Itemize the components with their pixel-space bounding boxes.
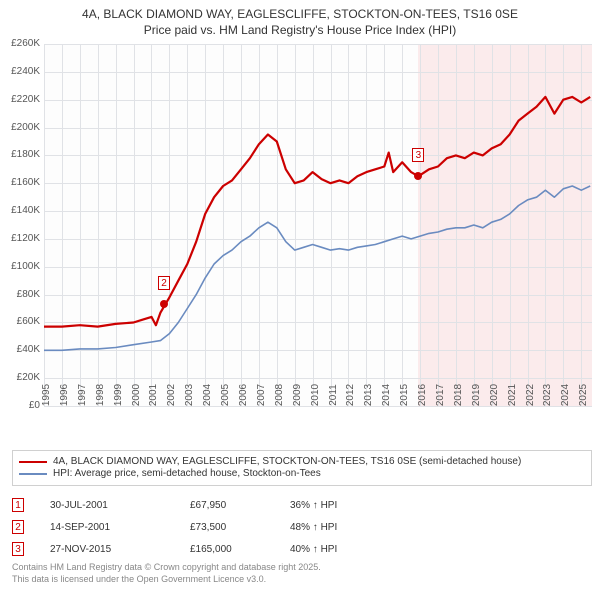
chart-legend: 4A, BLACK DIAMOND WAY, EAGLESCLIFFE, STO… <box>12 450 592 486</box>
cell-diff: 48% ↑ HPI <box>290 522 337 533</box>
table-row: 2 14-SEP-2001£73,50048% ↑ HPI <box>12 516 337 538</box>
legend-label: 4A, BLACK DIAMOND WAY, EAGLESCLIFFE, STO… <box>53 456 521 467</box>
table-row: 1 30-JUL-2001£67,95036% ↑ HPI <box>12 494 337 516</box>
title-line1: 4A, BLACK DIAMOND WAY, EAGLESCLIFFE, STO… <box>0 6 600 22</box>
y-tick-label: £260K <box>0 38 40 49</box>
cell-diff: 40% ↑ HPI <box>290 544 337 555</box>
sale-marker-box: 2 <box>158 276 170 290</box>
y-tick-label: £0 <box>0 400 40 411</box>
sale-marker-box: 2 <box>12 520 24 534</box>
cell-price: £67,950 <box>190 500 290 511</box>
y-tick-label: £220K <box>0 94 40 105</box>
y-tick-label: £160K <box>0 177 40 188</box>
cell-date: 14-SEP-2001 <box>50 522 190 533</box>
footnote-line1: Contains HM Land Registry data © Crown c… <box>12 562 321 574</box>
y-tick-label: £140K <box>0 205 40 216</box>
page-root: 4A, BLACK DIAMOND WAY, EAGLESCLIFFE, STO… <box>0 0 600 590</box>
y-tick-label: £20K <box>0 372 40 383</box>
sale-marker-box: 3 <box>412 148 424 162</box>
y-tick-label: £40K <box>0 344 40 355</box>
cell-date: 30-JUL-2001 <box>50 500 190 511</box>
cell-diff: 36% ↑ HPI <box>290 500 337 511</box>
legend-label: HPI: Average price, semi-detached house,… <box>53 468 321 479</box>
sale-marker-box: 3 <box>12 542 24 556</box>
footnote: Contains HM Land Registry data © Crown c… <box>12 562 321 585</box>
y-tick-label: £240K <box>0 66 40 77</box>
footnote-line2: This data is licensed under the Open Gov… <box>12 574 321 586</box>
legend-swatch <box>19 473 47 475</box>
sale-dot <box>160 300 168 308</box>
sales-table: 1 30-JUL-2001£67,95036% ↑ HPI 2 14-SEP-2001… <box>12 494 337 560</box>
legend-row: 4A, BLACK DIAMOND WAY, EAGLESCLIFFE, STO… <box>19 456 585 467</box>
legend-swatch <box>19 461 47 463</box>
cell-price: £165,000 <box>190 544 290 555</box>
y-tick-label: £80K <box>0 289 40 300</box>
cell-date: 27-NOV-2015 <box>50 544 190 555</box>
title-line2: Price paid vs. HM Land Registry's House … <box>0 22 600 38</box>
y-tick-label: £60K <box>0 316 40 327</box>
cell-price: £73,500 <box>190 522 290 533</box>
chart-title: 4A, BLACK DIAMOND WAY, EAGLESCLIFFE, STO… <box>0 0 600 38</box>
y-tick-label: £100K <box>0 261 40 272</box>
series-price_paid <box>44 97 590 327</box>
y-tick-label: £200K <box>0 122 40 133</box>
y-tick-label: £120K <box>0 233 40 244</box>
series-hpi <box>44 186 590 350</box>
table-row: 3 27-NOV-2015£165,00040% ↑ HPI <box>12 538 337 560</box>
legend-row: HPI: Average price, semi-detached house,… <box>19 468 585 479</box>
sale-marker-box: 1 <box>12 498 24 512</box>
chart-plot-area: £0£20K£40K£60K£80K£100K£120K£140K£160K£1… <box>44 44 592 406</box>
series-svg <box>44 44 592 406</box>
y-tick-label: £180K <box>0 149 40 160</box>
